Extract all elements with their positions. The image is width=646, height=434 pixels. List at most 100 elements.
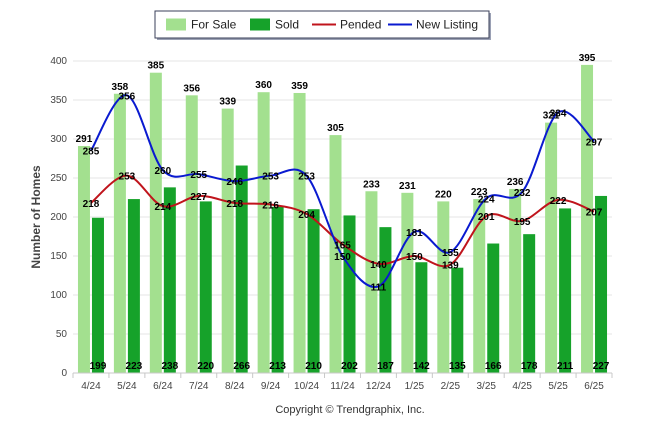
bar-for-sale [221,108,234,373]
y-tick-label: 150 [50,251,67,262]
data-label-new-listing: 253 [262,172,279,183]
data-label-for-sale: 236 [507,177,524,188]
bar-for-sale [581,64,594,374]
data-label-for-sale: 385 [147,61,164,72]
bar-sold [379,227,392,373]
data-label-new-listing: 224 [478,194,495,205]
data-label-new-listing: 297 [586,137,603,148]
lines [90,94,595,289]
data-label-new-listing: 260 [154,166,171,177]
data-label-pended: 253 [119,172,136,183]
bar-for-sale [149,72,162,373]
bar-for-sale [185,95,198,373]
data-label-for-sale: 233 [363,179,380,190]
data-label-pended: 139 [442,261,459,272]
data-label-sold: 210 [305,361,322,372]
x-tick-label: 7/24 [189,381,209,392]
bar-sold [271,206,284,373]
bar-sold [235,165,248,373]
data-label-for-sale: 339 [219,97,236,108]
data-label-pended: 218 [83,199,100,210]
data-label-new-listing: 155 [442,248,459,259]
legend: For Sale Sold Pended New Listing [154,10,491,40]
data-label-pended: 150 [406,252,423,263]
data-label-for-sale: 356 [183,83,200,94]
y-axis: 0 50 100 150 200 250 300 350 400 [50,56,67,379]
bars [77,64,608,374]
data-label-for-sale: 395 [579,53,596,64]
legend-label: For Sale [191,18,237,32]
x-tick-label: 2/25 [441,381,461,392]
data-label-sold: 178 [521,361,538,372]
data-label-sold: 227 [593,361,610,372]
bar-for-sale [473,199,486,373]
y-tick-label: 400 [50,56,67,67]
data-label-new-listing: 356 [119,91,136,102]
data-label-for-sale: 223 [471,187,488,198]
data-label-sold: 213 [269,361,286,372]
data-label-pended: 165 [334,240,351,251]
bar-sold [451,267,464,373]
x-tick-label: 12/24 [366,381,391,392]
y-tick-label: 350 [50,95,67,106]
data-label-new-listing: 285 [83,147,100,158]
legend-label: Pended [340,18,381,32]
data-label-sold: 199 [90,361,107,372]
bar-for-sale [365,191,378,373]
data-label-pended: 195 [514,217,531,228]
bar-sold [343,215,356,373]
data-label-for-sale: 305 [327,123,344,134]
data-label-for-sale: 291 [76,134,93,145]
x-tick-label: 9/24 [261,381,281,392]
data-label-new-listing: 255 [190,170,207,181]
data-label-new-listing: 253 [298,172,315,183]
x-tick-label: 6/25 [584,381,604,392]
data-label-sold: 166 [485,361,502,372]
bar-sold [199,201,212,373]
legend-swatch [166,18,186,31]
y-tick-label: 250 [50,173,67,184]
x-tick-label: 8/24 [225,381,245,392]
data-label-sold: 211 [557,361,574,372]
data-label-for-sale: 321 [543,111,560,122]
data-label-pended: 201 [478,212,495,223]
bar-for-sale [113,93,126,373]
x-axis: 4/24 5/24 6/24 7/24 8/24 9/24 10/24 11/24 12/24 1… [72,372,613,392]
data-label-pended: 218 [226,199,243,210]
data-label-pended: 216 [262,201,279,212]
bar-sold [127,199,140,373]
bar-sold [595,195,608,373]
copyright-text: Copyright © Trendgraphix, Inc. [275,404,424,416]
bar-sold [91,217,104,373]
data-label-for-sale: 359 [291,81,308,92]
legend-label: New Listing [416,18,478,32]
data-label-pended: 140 [370,260,387,271]
bar-sold [415,262,428,373]
bar-for-sale [401,192,414,373]
x-tick-label: 5/24 [117,381,137,392]
x-tick-label: 3/25 [476,381,496,392]
y-tick-label: 0 [61,368,67,379]
data-label-sold: 187 [377,361,394,372]
data-label-sold: 220 [197,361,214,372]
data-label-pended: 207 [586,208,603,219]
data-label-for-sale: 220 [435,189,452,200]
line-new-listing [90,94,595,289]
x-tick-label: 5/25 [548,381,568,392]
bar-for-sale [77,146,90,373]
data-label-new-listing: 334 [550,108,567,119]
data-label-sold: 135 [449,361,466,372]
legend-box [154,10,490,39]
data-label-sold: 142 [413,361,430,372]
y-axis-title: Number of Homes [29,165,43,269]
bar-for-sale [509,188,522,373]
bar-for-sale [293,92,306,373]
data-label-sold: 266 [233,361,250,372]
data-label-for-sale: 360 [255,80,272,91]
x-tick-label: 11/24 [330,381,355,392]
data-label-sold: 202 [341,361,358,372]
x-tick-label: 4/25 [512,381,532,392]
x-tick-label: 6/24 [153,381,173,392]
bar-for-sale [257,92,270,373]
